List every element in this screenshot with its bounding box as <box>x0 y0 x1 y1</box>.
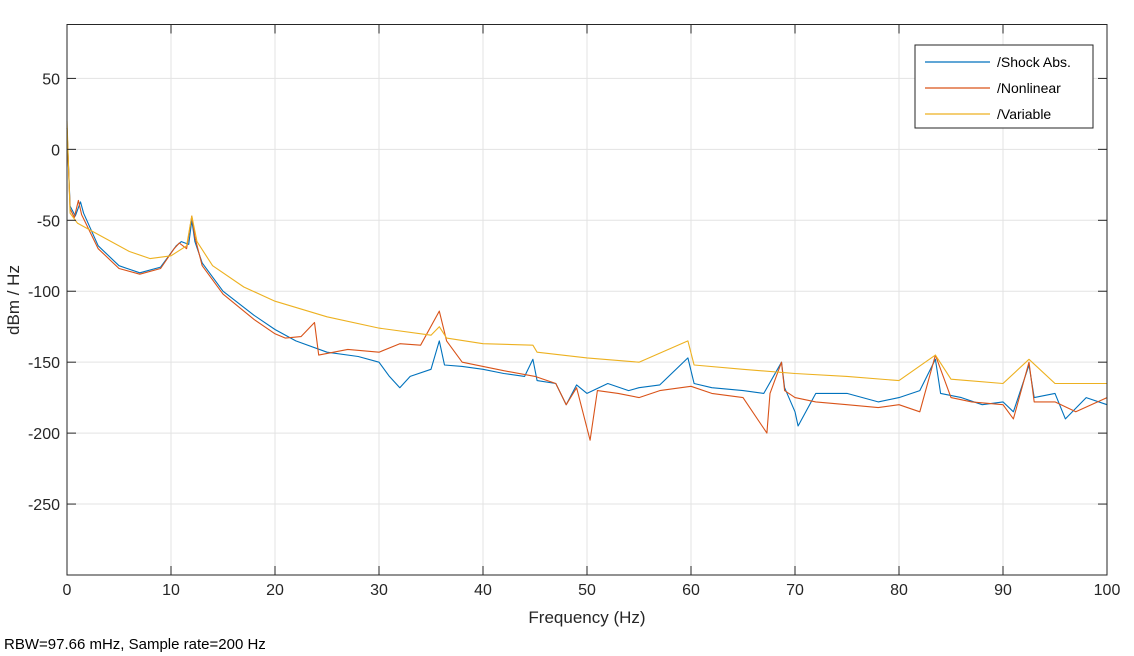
x-tick-label: 0 <box>63 582 72 599</box>
x-tick-label: 70 <box>786 582 804 599</box>
x-tick-label: 40 <box>474 582 492 599</box>
y-tick-label: -50 <box>37 213 60 230</box>
footer-info: RBW=97.66 mHz, Sample rate=200 Hz <box>4 636 266 653</box>
legend-label: /Nonlinear <box>997 80 1061 96</box>
x-tick-label: 30 <box>370 582 388 599</box>
y-axis-label: dBm / Hz <box>4 265 23 335</box>
legend: /Shock Abs. /Nonlinear/Variable <box>914 44 1094 129</box>
x-tick-label: 80 <box>890 582 908 599</box>
ticks: 0 10 20 30 40 50 60 70 80 90 100 -250 -200 -150 -100 -5… <box>28 24 1121 599</box>
y-tick-label: -200 <box>28 426 60 443</box>
series-lines <box>66 120 1108 441</box>
y-tick-label: -100 <box>28 284 60 301</box>
series-line-3 <box>66 120 1107 385</box>
y-tick-label: -250 <box>28 497 60 514</box>
x-tick-label: 100 <box>1094 582 1121 599</box>
x-tick-label: 10 <box>162 582 180 599</box>
x-tick-label: 20 <box>266 582 284 599</box>
x-tick-label: 50 <box>578 582 596 599</box>
y-tick-label: 50 <box>42 71 60 88</box>
x-tick-label: 90 <box>994 582 1012 599</box>
y-tick-label: -150 <box>28 355 60 372</box>
y-tick-label: 0 <box>51 142 60 159</box>
series-line-2 <box>66 128 1108 441</box>
x-tick-label: 60 <box>682 582 700 599</box>
legend-label: /Shock Abs. <box>997 54 1071 70</box>
legend-label: /Variable <box>997 106 1051 122</box>
x-axis-label: Frequency (Hz) <box>528 608 645 627</box>
